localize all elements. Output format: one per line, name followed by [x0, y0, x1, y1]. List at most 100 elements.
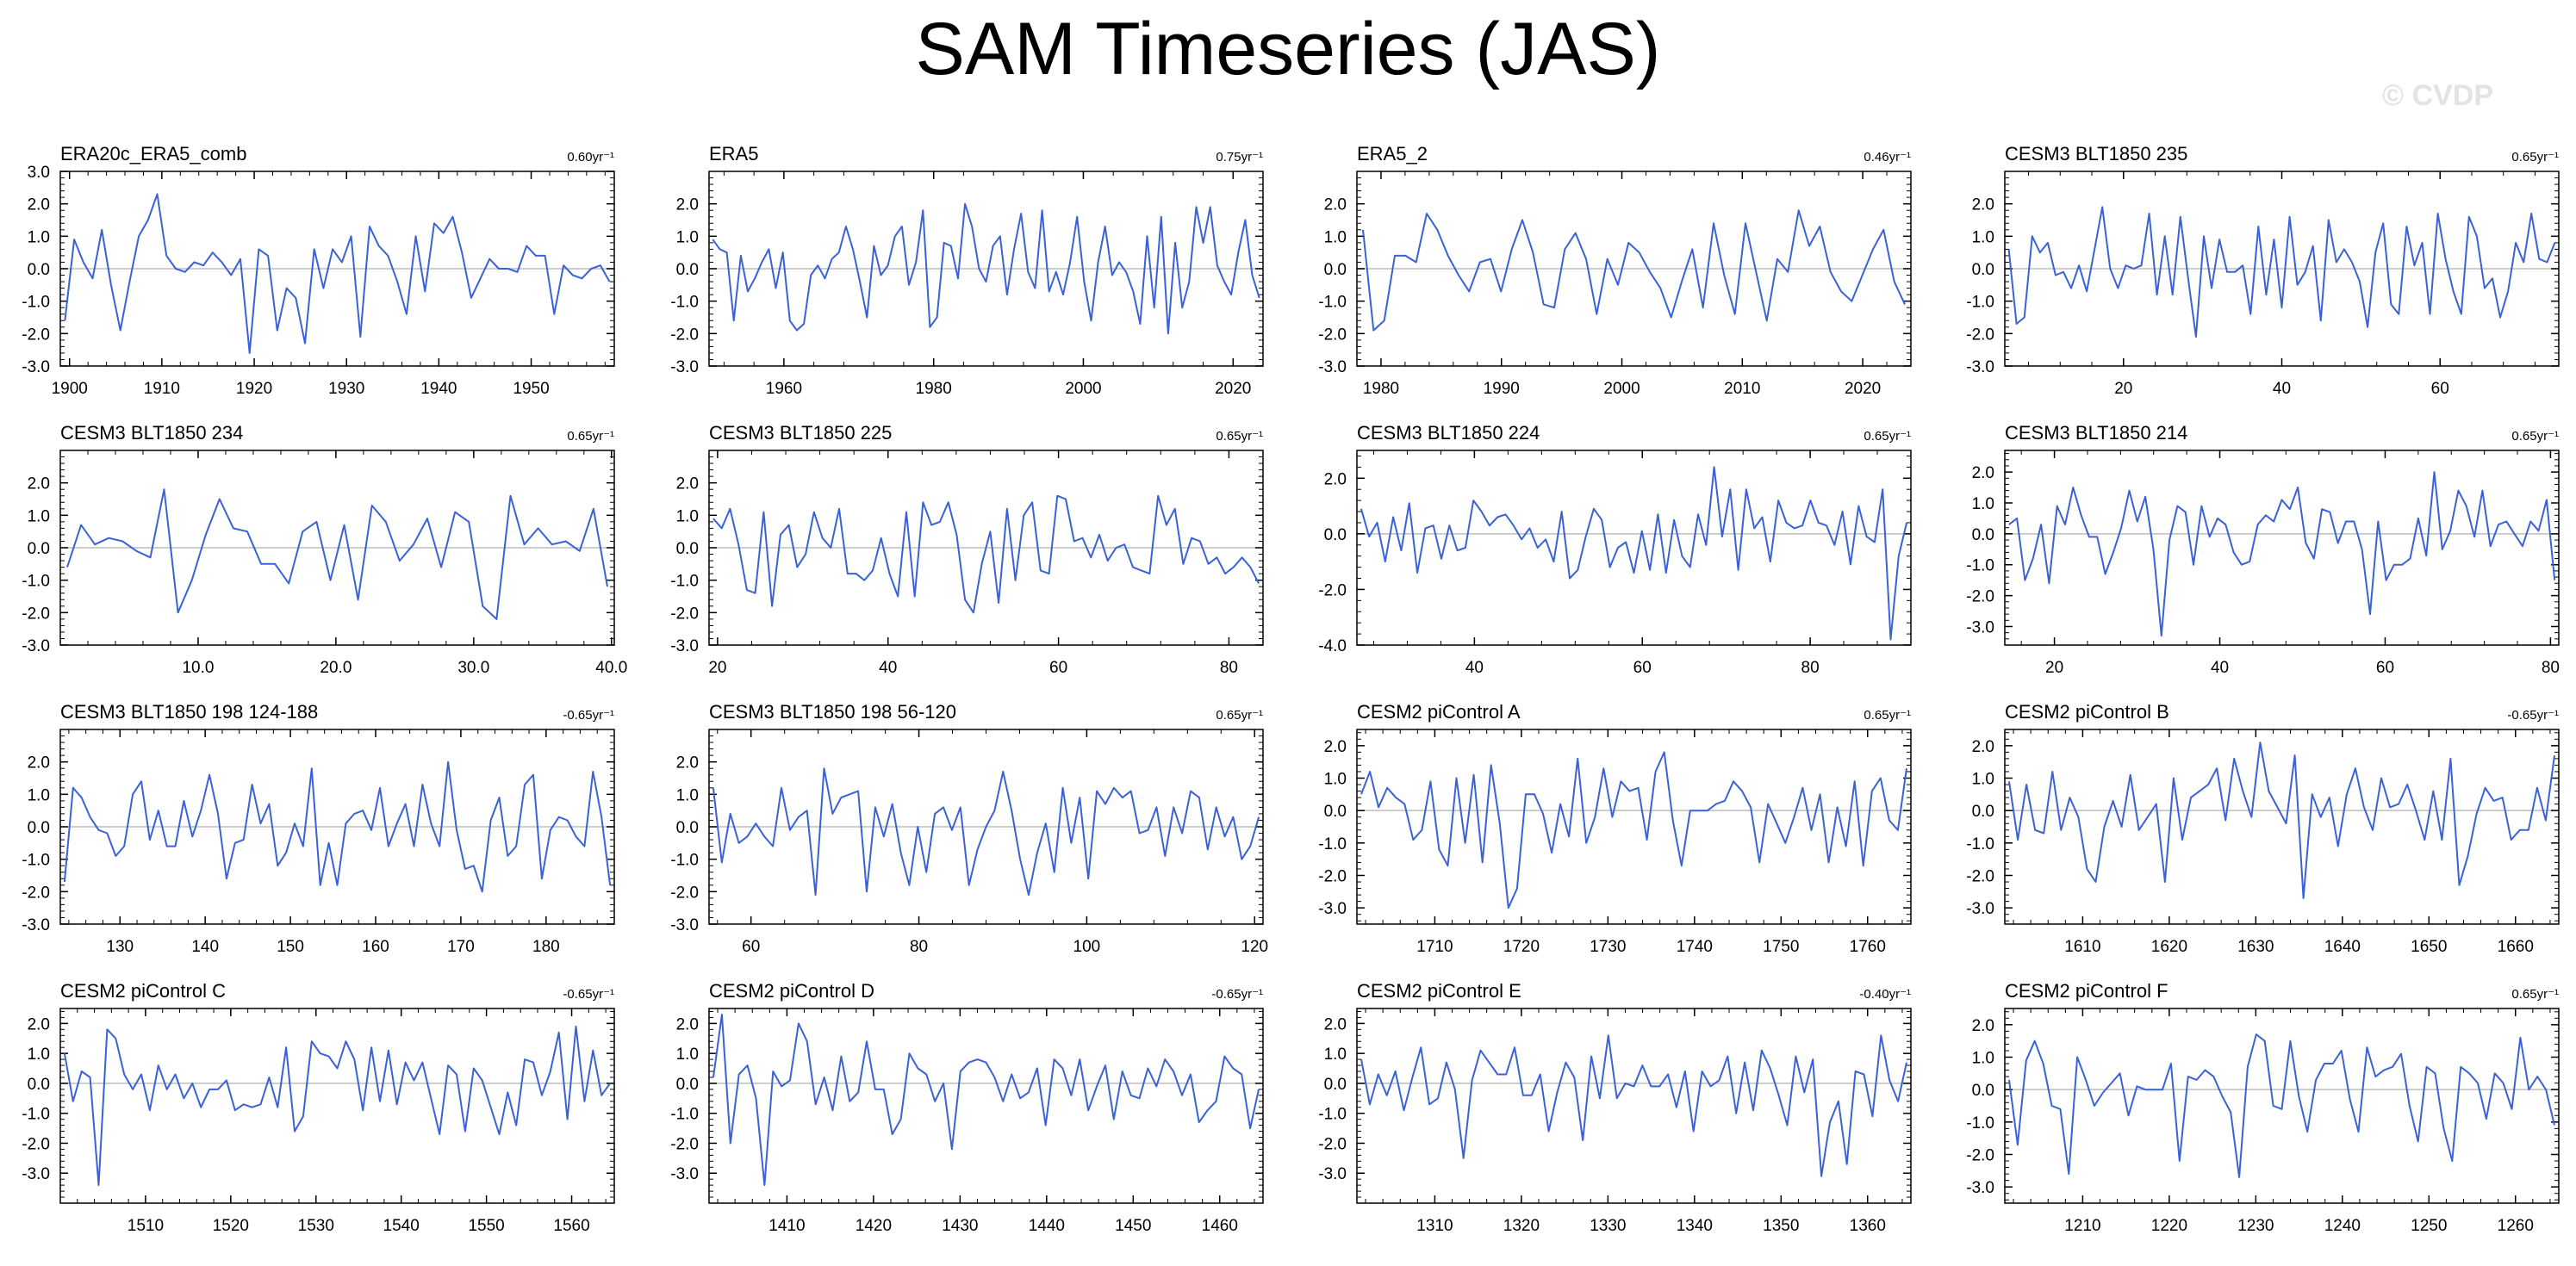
x-tick-label: 1410	[768, 1217, 805, 1235]
panel-14: CESM2 piControl E -0.40yr⁻¹ -3.0 -2.0 -1.0 0.…	[1318, 980, 1912, 1235]
x-tick-label: 1360	[1850, 1217, 1886, 1235]
y-tick-label: -1.0	[22, 852, 50, 870]
y-tick-label: 1.0	[676, 228, 699, 246]
y-tick-label: -2.0	[1966, 326, 1994, 344]
y-tick-label: -2.0	[22, 605, 50, 623]
series-line	[712, 1014, 1260, 1187]
panel-6: CESM3 BLT1850 224 0.65yr⁻¹ -4.0 -2.0 0.0 2.0 4…	[1318, 422, 1912, 677]
y-tick-label: -3.0	[670, 637, 699, 655]
series-line	[2007, 206, 2556, 338]
x-tick-label: 1350	[1763, 1217, 1799, 1235]
x-tick-label: 2000	[1603, 380, 1640, 398]
y-tick-label: 0.0	[1972, 526, 1994, 544]
trend-label: 0.60yr⁻¹	[567, 150, 614, 164]
page-title: SAM Timeseries (JAS)	[915, 8, 1661, 90]
x-tick-label: 160	[362, 938, 389, 956]
x-tick-label: 2010	[1724, 380, 1760, 398]
plot-frame	[59, 729, 615, 925]
panel-title: CESM3 BLT1850 214	[2005, 422, 2187, 444]
panel-4: CESM3 BLT1850 234 0.65yr⁻¹ -3.0 -2.0 -1.0 0.0…	[22, 422, 627, 677]
panel-title: CESM2 piControl F	[2005, 980, 2168, 1002]
plot-frame	[1356, 729, 1912, 925]
y-tick-label: -2.0	[1318, 581, 1347, 599]
y-tick-label: 1.0	[676, 507, 699, 525]
plot-frame	[1356, 1008, 1912, 1204]
series-line	[1360, 751, 1907, 909]
y-tick-label: 1.0	[676, 1046, 699, 1064]
trend-label: -0.65yr⁻¹	[563, 708, 614, 723]
y-tick-label: -1.0	[1318, 1106, 1347, 1124]
x-tick-label: 1710	[1416, 938, 1453, 956]
plot-frame	[59, 450, 615, 646]
trend-label: 0.65yr⁻¹	[1864, 708, 1911, 723]
x-tick-label: 1240	[2324, 1217, 2361, 1235]
x-tick-label: 1230	[2237, 1217, 2274, 1235]
trend-label: 0.65yr⁻¹	[567, 429, 614, 444]
series-line	[1360, 1034, 1907, 1177]
x-tick-label: 40	[1465, 659, 1484, 677]
x-tick-label: 1310	[1416, 1217, 1453, 1235]
panel-title: CESM2 piControl E	[1357, 980, 1521, 1002]
x-tick-label: 80	[910, 938, 928, 956]
trend-label: 0.75yr⁻¹	[1216, 150, 1263, 164]
x-tick-label: 40	[2211, 659, 2229, 677]
panel-title: ERA5	[709, 143, 758, 164]
y-tick-label: -1.0	[1318, 835, 1347, 853]
y-tick-label: -3.0	[22, 1165, 50, 1183]
x-tick-label: 1550	[468, 1217, 504, 1235]
y-tick-label: -3.0	[1318, 900, 1347, 918]
panel-15: CESM2 piControl F 0.65yr⁻¹ -3.0 -2.0 -1.0 0.0…	[1966, 980, 2560, 1235]
x-tick-label: 1740	[1677, 938, 1713, 956]
y-tick-label: 2.0	[1324, 738, 1347, 756]
x-tick-label: 1990	[1484, 380, 1520, 398]
x-tick-label: 1910	[144, 380, 180, 398]
x-tick-label: 60	[1633, 659, 1652, 677]
trend-label: 0.65yr⁻¹	[1864, 429, 1911, 444]
x-tick-label: 1560	[553, 1217, 589, 1235]
panel-title: CESM3 BLT1850 198 56-120	[709, 701, 956, 723]
y-tick-label: -1.0	[1966, 1114, 1994, 1133]
x-tick-label: 80	[1801, 659, 1820, 677]
trend-label: -0.65yr⁻¹	[2507, 708, 2559, 723]
y-tick-label: 1.0	[28, 1046, 50, 1064]
x-tick-label: 20	[708, 659, 726, 677]
y-tick-label: -1.0	[670, 1106, 699, 1124]
panel-title: CESM2 piControl A	[1357, 701, 1521, 723]
series-line	[712, 494, 1260, 614]
x-tick-label: 80	[2542, 659, 2560, 677]
y-tick-label: 0.0	[1324, 1076, 1347, 1094]
x-tick-label: 1610	[2064, 938, 2100, 956]
x-tick-label: 1460	[1202, 1217, 1238, 1235]
x-tick-label: 1430	[942, 1217, 978, 1235]
y-tick-label: 2.0	[1324, 470, 1347, 488]
y-tick-label: 0.0	[1324, 261, 1347, 279]
y-tick-label: 1.0	[1324, 1046, 1347, 1064]
panel-title: CESM3 BLT1850 224	[1357, 422, 1540, 444]
y-tick-label: 2.0	[1972, 1017, 1994, 1035]
y-tick-label: -2.0	[22, 326, 50, 344]
y-tick-label: 0.0	[28, 540, 50, 558]
y-tick-label: 0.0	[676, 261, 699, 279]
y-tick-label: 2.0	[1972, 464, 1994, 482]
plot-frame	[708, 171, 1264, 367]
y-tick-label: 1.0	[1324, 771, 1347, 789]
x-tick-label: 180	[532, 938, 560, 956]
x-tick-label: 1950	[513, 380, 549, 398]
x-tick-label: 1730	[1590, 938, 1626, 956]
y-tick-label: -2.0	[1318, 1135, 1347, 1153]
y-tick-label: -3.0	[1318, 358, 1347, 376]
plot-frame	[708, 450, 1264, 646]
y-tick-label: -4.0	[1318, 637, 1347, 655]
x-tick-label: 1520	[213, 1217, 249, 1235]
x-tick-label: 1330	[1590, 1217, 1626, 1235]
y-tick-label: 2.0	[1972, 196, 1994, 214]
series-line	[63, 760, 612, 893]
x-tick-label: 40	[879, 659, 897, 677]
y-tick-label: -2.0	[1966, 868, 1994, 886]
panel-1: ERA5 0.75yr⁻¹ -3.0 -2.0 -1.0 0.0 1.0 2.0 1960 198…	[670, 143, 1264, 398]
y-tick-label: -2.0	[1966, 588, 1994, 606]
x-tick-label: 1750	[1763, 938, 1799, 956]
y-tick-label: 0.0	[1972, 261, 1994, 279]
y-tick-label: 0.0	[676, 1076, 699, 1094]
